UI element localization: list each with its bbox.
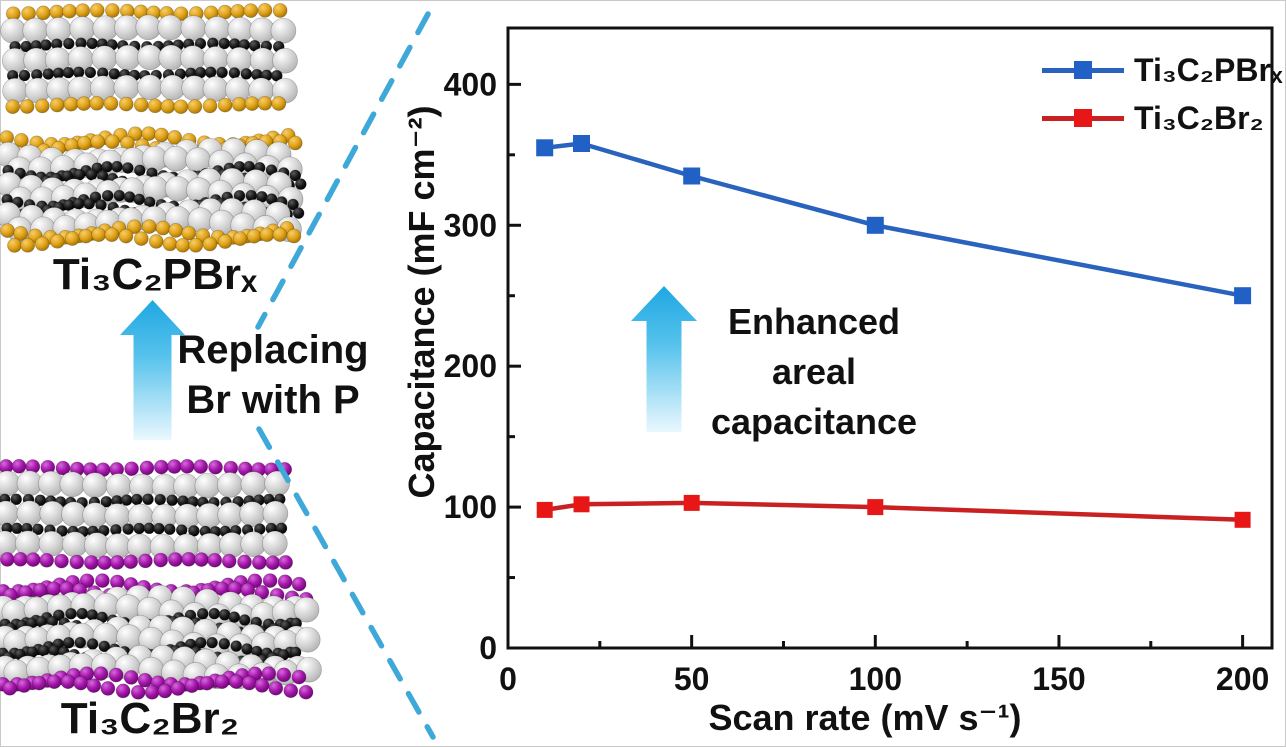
y-axis-title: Capacitance (mF cm⁻²) xyxy=(401,105,442,499)
series-blue xyxy=(536,135,1252,305)
data-point-marker xyxy=(683,494,700,511)
plot-frame xyxy=(506,26,1274,650)
structure-top-flat-slab xyxy=(0,2,298,115)
up-arrow-left-panel xyxy=(120,300,185,440)
axis-tick-labels: 0 50 100 150 200 0 100 200 300 400 xyxy=(444,66,1270,697)
chart-legend: Ti₃C₂PBrₓ Ti₃C₂Br₂ xyxy=(1042,50,1283,138)
transform-annotation-line2: Br with P xyxy=(186,378,360,422)
axis-ticks xyxy=(506,82,1245,650)
y-tick-label: 0 xyxy=(479,630,497,666)
dashed-line-top xyxy=(255,11,431,330)
chart-annotation-line2: areal xyxy=(771,351,857,392)
legend-item-blue: Ti₃C₂PBrₓ xyxy=(1042,50,1283,90)
up-arrows xyxy=(120,286,697,440)
data-point-marker xyxy=(573,135,590,152)
legend-line-sample-red xyxy=(1042,109,1124,127)
series-red xyxy=(536,494,1251,528)
line-chart: 0 50 100 150 200 0 100 200 300 400 xyxy=(444,26,1274,697)
up-arrow-chart xyxy=(631,286,697,432)
x-tick-label: 200 xyxy=(1216,661,1269,697)
transform-annotation-line1: Replacing xyxy=(177,328,369,372)
data-point-marker xyxy=(866,216,884,234)
y-tick-label: 300 xyxy=(444,207,497,243)
top-structure-label: Ti₃C₂PBrₓ xyxy=(52,250,258,299)
series-line xyxy=(542,500,1245,523)
legend-label-red: Ti₃C₂Br₂ xyxy=(1134,99,1264,136)
x-tick-label: 50 xyxy=(674,661,710,697)
x-tick-label: 150 xyxy=(1032,661,1085,697)
y-tick-label: 400 xyxy=(444,66,497,102)
x-axis-title: Scan rate (mV s⁻¹) xyxy=(708,697,1022,738)
y-tick-label: 100 xyxy=(444,489,497,525)
y-tick-label: 200 xyxy=(444,348,497,384)
dashed-connector-lines xyxy=(255,11,436,740)
data-point-marker xyxy=(536,501,553,518)
chart-annotation-line1: Enhanced xyxy=(727,301,901,342)
data-point-marker xyxy=(536,139,554,157)
legend-label-blue: Ti₃C₂PBrₓ xyxy=(1134,51,1283,88)
dashed-line-bottom xyxy=(256,426,436,740)
data-point-marker xyxy=(1234,511,1251,528)
data-point-marker xyxy=(573,496,590,513)
chart-annotation-line3: capacitance xyxy=(710,401,918,442)
molecular-structures xyxy=(0,2,322,700)
structure-bottom-tilted-slab xyxy=(0,573,322,700)
bottom-structure-label: Ti₃C₂Br₂ xyxy=(60,694,240,743)
legend-item-red: Ti₃C₂Br₂ xyxy=(1042,98,1283,138)
x-tick-label: 100 xyxy=(849,661,902,697)
data-point-marker xyxy=(683,167,701,185)
legend-marker-blue-square xyxy=(1074,61,1092,79)
structure-top-tilted-slab xyxy=(0,126,307,253)
data-point-marker xyxy=(867,499,884,516)
legend-line-sample-blue xyxy=(1042,61,1124,79)
structure-bottom-flat-slab xyxy=(0,458,293,571)
x-tick-label: 0 xyxy=(499,661,517,697)
data-point-marker xyxy=(1234,287,1252,305)
chart-annotation: Enhanced areal capacitance xyxy=(685,297,943,447)
transform-annotation: Replacing Br with P xyxy=(168,325,378,425)
series-line xyxy=(542,141,1245,298)
legend-marker-red-square xyxy=(1074,109,1092,127)
